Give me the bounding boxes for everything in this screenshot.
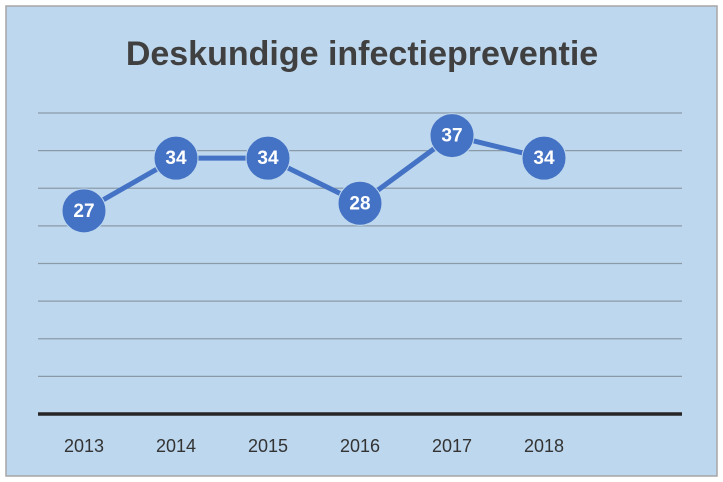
x-tick-label: 2015 [248,436,288,456]
data-label: 37 [441,126,462,147]
x-tick-label: 2016 [340,436,380,456]
chart-background [5,5,718,477]
x-tick-label: 2014 [156,436,196,456]
chart-title: Deskundige infectiepreventie [126,35,598,73]
data-label: 34 [165,148,187,169]
data-label: 34 [257,148,279,169]
x-tick-label: 2018 [524,436,564,456]
marker [61,188,107,234]
marker [337,180,383,226]
data-label: 28 [349,193,370,214]
x-tick-label: 2013 [64,436,104,456]
x-tick-label: 2017 [432,436,472,456]
data-label: 34 [533,148,555,169]
data-label: 27 [73,201,94,222]
marker [521,135,567,181]
marker [429,113,475,159]
marker [153,135,199,181]
marker [245,135,291,181]
